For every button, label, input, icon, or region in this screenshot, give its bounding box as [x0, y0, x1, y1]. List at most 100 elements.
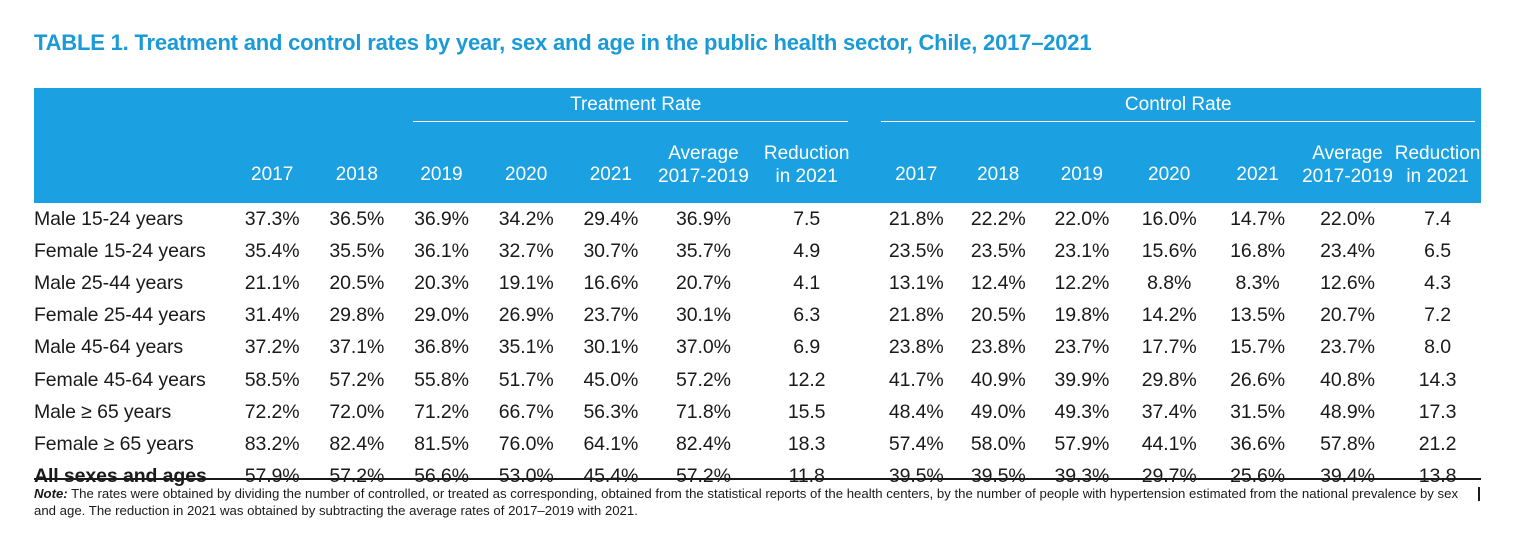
control-2021-cell: 36.6%	[1230, 432, 1285, 455]
treatment-2020-cell: 34.2%	[498, 207, 554, 230]
col-reduction-line2: in 2021	[775, 165, 838, 187]
treatment-2021-cell: 23.7%	[583, 304, 639, 327]
note-text: The rates were obtained by dividing the …	[34, 486, 1459, 518]
control-average-cell: 12.6%	[1320, 271, 1375, 294]
control-reduction-cell: 8.0	[1424, 336, 1451, 359]
table-bottom-rule	[34, 478, 1481, 480]
row-label: Male 25-44 years	[34, 271, 184, 294]
control-average-cell: 57.8%	[1320, 432, 1375, 455]
col-2020: 2020	[505, 164, 548, 185]
header-blank	[34, 88, 230, 122]
control-2018-cell: 20.5%	[970, 304, 1026, 327]
control-2019-cell: 12.2%	[1054, 271, 1110, 294]
row-label: Male ≥ 65 years	[34, 400, 172, 423]
treatment-reduction-cell: 18.3	[787, 432, 826, 455]
col-2017: 2017	[251, 164, 294, 185]
treatment-2021-cell: 56.3%	[583, 400, 639, 423]
control-2021-cell: 26.6%	[1230, 368, 1285, 391]
treatment-2018-cell: 72.0%	[329, 400, 385, 423]
treatment-2018-cell: 35.5%	[329, 239, 385, 262]
control-2021-cell: 16.8%	[1230, 239, 1285, 262]
control-2021-cell: 8.3%	[1235, 271, 1280, 294]
col-reduction-control: Reduction in 2021	[1394, 122, 1481, 203]
treatment-2021-cell: 45.0%	[583, 368, 639, 391]
control-2020-cell: 44.1%	[1141, 432, 1197, 455]
treatment-average-cell: 57.2%	[676, 368, 731, 391]
header-gap-2	[860, 122, 876, 203]
control-2020-cell: 37.4%	[1141, 400, 1197, 423]
control-2020-cell: 14.2%	[1141, 304, 1197, 327]
treatment-2021-cell: 30.1%	[583, 336, 639, 359]
control-2019-cell: 23.7%	[1054, 336, 1110, 359]
control-2017-cell: 48.4%	[888, 400, 944, 423]
table-note: Note: The rates were obtained by dividin…	[34, 485, 1480, 519]
treatment-reduction-cell: 11.8	[788, 465, 825, 488]
treatment-2018-cell: 82.4%	[329, 432, 385, 455]
table-row: Male 45-64 years 37.2% 37.1% 36.8% 35.1% 30.1…	[34, 332, 1481, 364]
col-2020-control: 2020	[1148, 164, 1191, 185]
treatment-average-cell: 37.0%	[676, 336, 731, 359]
control-2019-cell: 49.3%	[1054, 400, 1110, 423]
col-2018-control: 2018	[977, 164, 1020, 185]
col-2019: 2019	[420, 164, 463, 185]
table-row: Male ≥ 65 years 72.2% 72.0% 71.2% 66.7% 56.3%…	[34, 396, 1481, 428]
treatment-2020-cell: 53.0%	[498, 465, 554, 488]
treatment-2019-cell: 55.8%	[414, 368, 469, 391]
treatment-reduction-cell: 7.5	[793, 207, 821, 230]
column-gap	[860, 332, 876, 364]
treatment-2020-cell: 19.1%	[498, 271, 554, 294]
control-average-cell: 23.7%	[1320, 336, 1375, 359]
control-average-cell: 39.4%	[1320, 465, 1375, 488]
row-label: Female 15-24 years	[34, 239, 206, 262]
column-gap	[860, 235, 876, 267]
col-2021-control: 2021	[1236, 164, 1279, 185]
control-2020-cell: 29.7%	[1141, 465, 1197, 488]
table-row: Female 25-44 years 31.4% 29.8% 29.0% 26.9% 23…	[34, 300, 1481, 332]
col-average-line1: Average	[668, 142, 739, 164]
control-2017-cell: 41.7%	[888, 368, 944, 391]
treatment-reduction-cell: 12.2	[787, 368, 826, 391]
control-2018-cell: 49.0%	[970, 400, 1026, 423]
treatment-reduction-cell: 6.3	[793, 304, 821, 327]
header-gap	[860, 88, 876, 122]
treatment-reduction-cell: 4.1	[793, 271, 821, 294]
control-reduction-cell: 14.3	[1418, 368, 1457, 391]
control-2017-cell: 23.5%	[888, 239, 944, 262]
treatment-2020-cell: 51.7%	[498, 368, 554, 391]
control-2021-cell: 31.5%	[1230, 400, 1285, 423]
treatment-2018-cell: 29.8%	[329, 304, 385, 327]
row-label: Male 45-64 years	[34, 336, 184, 359]
note-label: Note:	[34, 486, 68, 501]
table-row: Female ≥ 65 years 83.2% 82.4% 81.5% 76.0% 64.…	[34, 428, 1481, 460]
control-reduction-cell: 13.8	[1418, 465, 1457, 488]
treatment-2019-cell: 20.3%	[414, 271, 469, 294]
table-row: All sexes and ages 57.9% 57.2% 56.6% 53.0% 45…	[34, 461, 1481, 493]
control-2019-cell: 57.9%	[1054, 432, 1110, 455]
header-blank-2	[34, 122, 230, 203]
control-reduction-cell: 7.2	[1424, 304, 1451, 327]
column-gap	[860, 267, 876, 299]
control-2020-cell: 16.0%	[1141, 207, 1197, 230]
treatment-2021-cell: 45.4%	[583, 465, 639, 488]
col-average-line2: 2017-2019	[658, 165, 749, 187]
treatment-rate-label: Treatment Rate	[570, 94, 702, 115]
col-average-control-line1: Average	[1312, 142, 1383, 164]
table-row: Male 15-24 years 37.3% 36.5% 36.9% 34.2% 29.4…	[34, 203, 1481, 235]
treatment-2021-cell: 30.7%	[583, 239, 639, 262]
control-2018-cell: 23.8%	[970, 336, 1026, 359]
row-label: Female 25-44 years	[34, 304, 206, 327]
row-label: Male 15-24 years	[34, 207, 184, 230]
treatment-2017-cell: 58.5%	[244, 368, 300, 391]
row-label: Female ≥ 65 years	[34, 432, 194, 455]
control-rate-header: Control Rate	[875, 88, 1481, 122]
treatment-2019-cell: 56.6%	[414, 465, 469, 488]
control-2021-cell: 25.6%	[1230, 465, 1285, 488]
column-gap	[860, 428, 876, 460]
column-gap	[860, 203, 876, 235]
control-2020-cell: 17.7%	[1141, 336, 1197, 359]
control-2018-cell: 39.5%	[970, 465, 1026, 488]
col-reduction-line1: Reduction	[763, 142, 850, 164]
control-reduction-cell: 6.5	[1424, 239, 1451, 262]
control-2019-cell: 23.1%	[1054, 239, 1110, 262]
treatment-2021-cell: 64.1%	[583, 432, 639, 455]
